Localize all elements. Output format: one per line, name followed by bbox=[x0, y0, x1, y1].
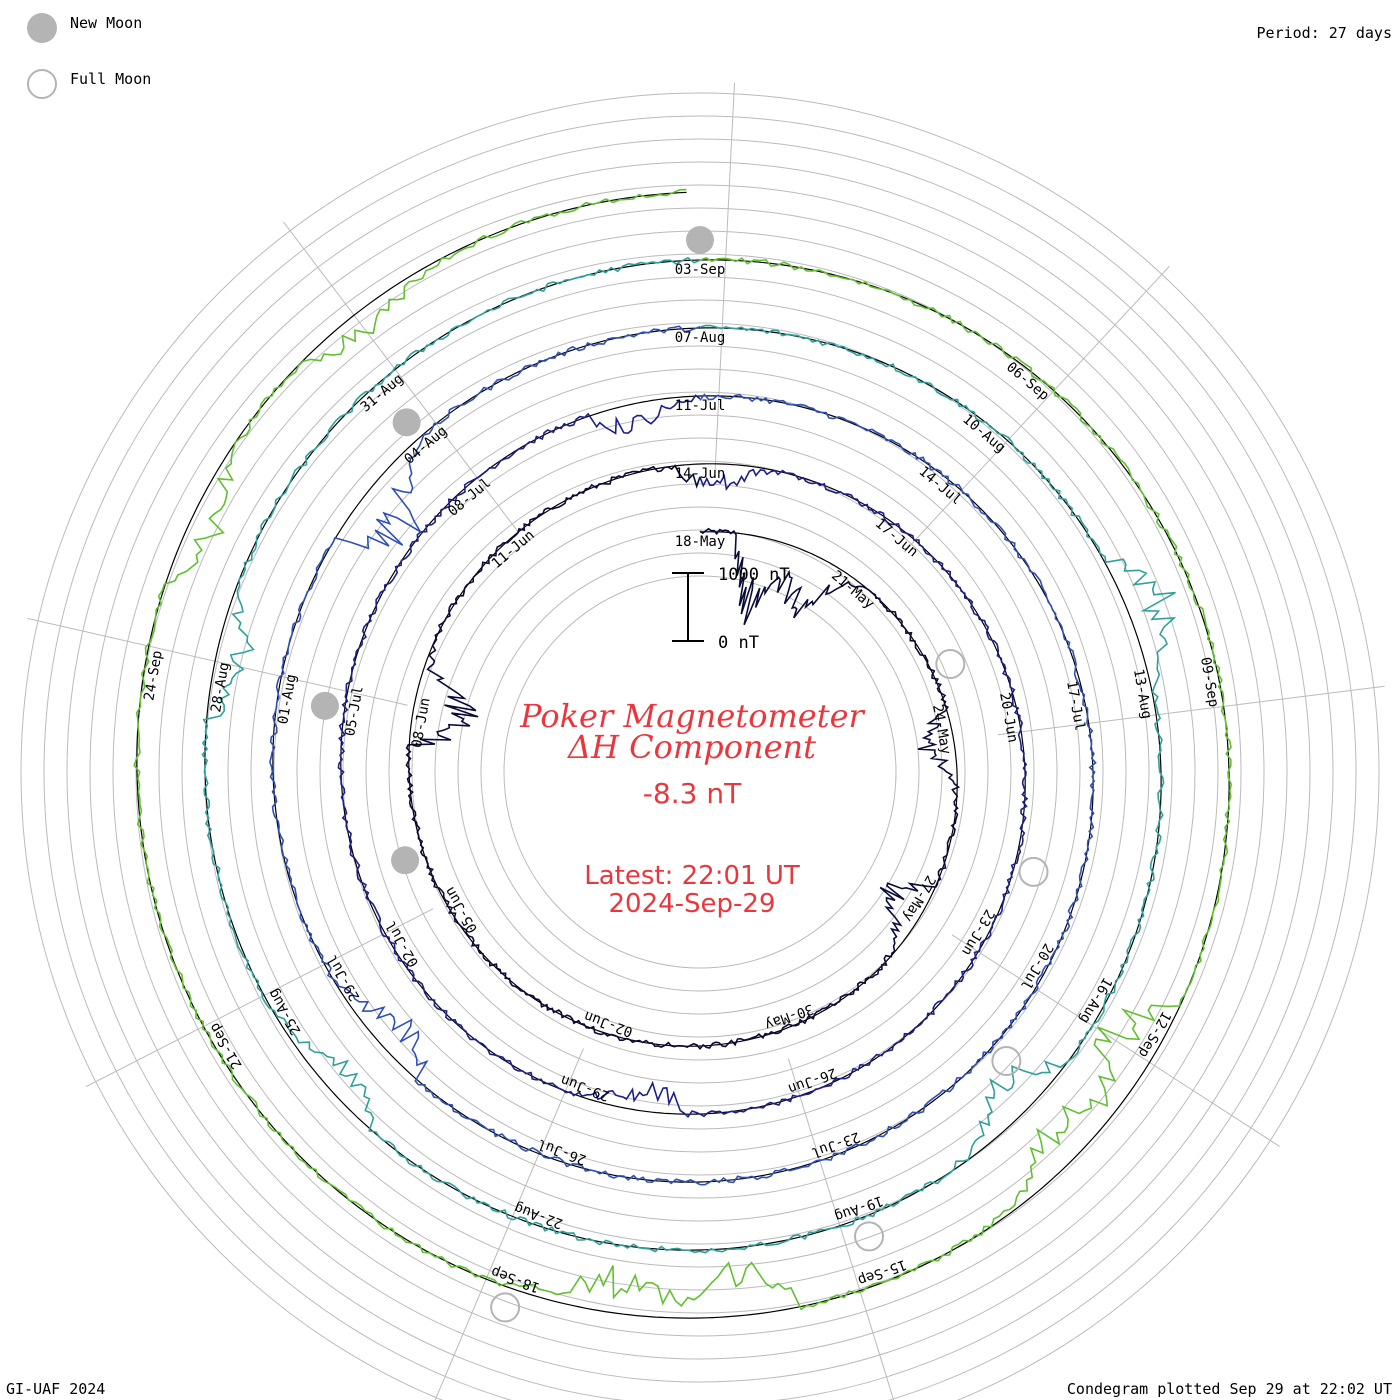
date-label: 16-Aug bbox=[1076, 974, 1115, 1026]
date-label: 23-Jun bbox=[958, 906, 997, 958]
grid-ring bbox=[227, 299, 1173, 1245]
grid-ring bbox=[204, 276, 1196, 1268]
grid-ring bbox=[319, 391, 1081, 1153]
date-label: 03-Sep bbox=[675, 262, 726, 278]
grid-spoke bbox=[951, 934, 1280, 1147]
date-label: 20-Jun bbox=[996, 691, 1021, 744]
grid-spoke bbox=[434, 1048, 584, 1400]
new-moon-marker bbox=[686, 226, 714, 254]
current-value: -8.3 nT bbox=[643, 777, 742, 810]
grid-ring bbox=[480, 552, 920, 992]
scale-bar-bottom-label: 0 nT bbox=[718, 633, 759, 653]
chart-title: Poker Magnetometer bbox=[519, 697, 865, 735]
date-label: 08-Jun bbox=[409, 697, 434, 750]
date-label: 28-Aug bbox=[208, 661, 233, 714]
grid-ring bbox=[388, 460, 1012, 1084]
full-moon-marker bbox=[490, 1292, 521, 1323]
trace-turn-1 bbox=[337, 394, 1029, 1119]
latest-time: Latest: 22:01 UT bbox=[584, 861, 800, 891]
full-moon-marker bbox=[854, 1221, 885, 1252]
grid-ring bbox=[457, 529, 943, 1015]
grid-spoke bbox=[787, 1058, 895, 1400]
new-moon-marker bbox=[392, 408, 421, 437]
grid-ring bbox=[273, 345, 1127, 1199]
credit-label: GI-UAF 2024 bbox=[6, 1380, 105, 1398]
grid-spoke bbox=[85, 908, 434, 1088]
full-moon-marker bbox=[935, 649, 966, 680]
grid-ring bbox=[411, 483, 989, 1061]
grid-ring bbox=[43, 115, 1357, 1400]
date-label: 19-Aug bbox=[832, 1192, 885, 1224]
date-label: 13-Aug bbox=[1130, 668, 1155, 721]
grid-ring bbox=[158, 230, 1242, 1314]
date-label: 24-Sep bbox=[141, 649, 166, 702]
date-label: 22-Aug bbox=[512, 1199, 565, 1231]
scale-bar-top-label: 1000 nT bbox=[718, 565, 790, 585]
new-moon-marker bbox=[391, 846, 420, 875]
grid-spoke bbox=[997, 685, 1385, 736]
grid-ring bbox=[296, 368, 1104, 1176]
date-label: 26-Jul bbox=[535, 1135, 588, 1167]
plotted-timestamp: Condegram plotted Sep 29 at 22:02 UT bbox=[1067, 1380, 1392, 1398]
date-label: 11-Jul bbox=[675, 398, 726, 414]
grid-ring bbox=[503, 575, 897, 969]
grid-ring bbox=[66, 138, 1334, 1400]
latest-date: 2024-Sep-29 bbox=[608, 889, 775, 919]
grid-spoke bbox=[714, 82, 735, 473]
dh-trace bbox=[133, 188, 1233, 1311]
date-label: 18-May bbox=[675, 534, 726, 550]
grid-ring bbox=[250, 322, 1150, 1222]
date-label: 07-Aug bbox=[675, 330, 726, 346]
baseline-turn-0 bbox=[408, 463, 958, 1047]
moon-markers bbox=[310, 226, 1049, 1323]
chart-subtitle: ΔH Component bbox=[566, 728, 816, 766]
baseline-turn-2 bbox=[272, 327, 1094, 1183]
new-moon-legend-label: New Moon bbox=[70, 14, 142, 32]
trace-turn-3 bbox=[201, 256, 1177, 1254]
trace-turn-2 bbox=[269, 325, 1097, 1186]
full-moon-marker bbox=[1018, 856, 1049, 887]
baseline-turn-3 bbox=[204, 259, 1162, 1251]
full-moon-marker bbox=[991, 1046, 1022, 1077]
new-moon-legend-icon bbox=[27, 13, 57, 43]
date-label: 17-Jul bbox=[1063, 680, 1088, 733]
grid-ring bbox=[135, 207, 1265, 1337]
grid-ring bbox=[342, 414, 1058, 1130]
grid-ring bbox=[434, 506, 966, 1038]
scale-bar: 1000 nT 0 nT bbox=[672, 565, 790, 653]
grid-ring bbox=[365, 437, 1035, 1107]
date-label: 09-Sep bbox=[1197, 656, 1222, 709]
trace-turn-0 bbox=[405, 464, 961, 1051]
grid-spoke bbox=[27, 617, 408, 706]
date-label: 18-Sep bbox=[489, 1263, 542, 1295]
trace-turn-4 bbox=[133, 188, 1233, 1311]
full-moon-legend-icon bbox=[27, 69, 57, 99]
period-label: Period: 27 days bbox=[1257, 24, 1392, 42]
new-moon-marker bbox=[310, 691, 339, 720]
full-moon-legend-label: Full Moon bbox=[70, 70, 151, 88]
baseline-turn-4 bbox=[136, 191, 1230, 1319]
legend: New Moon Full Moon bbox=[27, 13, 151, 99]
grid-spoke bbox=[903, 265, 1170, 553]
date-label: 14-Jun bbox=[675, 466, 726, 482]
grid-ring bbox=[112, 184, 1288, 1360]
date-label: 29-Jun bbox=[559, 1071, 612, 1103]
grid-ring bbox=[89, 161, 1311, 1383]
grid-ring bbox=[20, 92, 1380, 1400]
grid-spoke bbox=[283, 221, 520, 534]
